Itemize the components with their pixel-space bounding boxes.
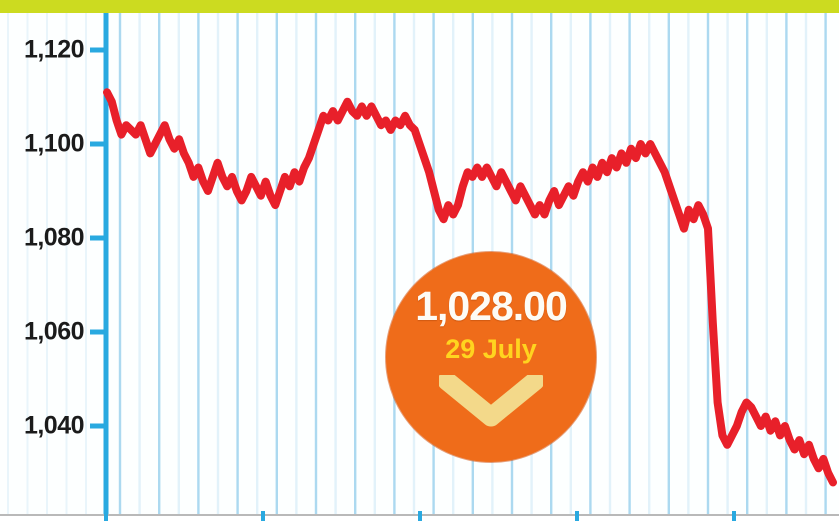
top-banner-bar [0,0,839,13]
y-axis-tick-label: 1,100 [23,129,85,158]
y-axis-tick-label: 1,080 [23,223,85,252]
y-axis-labels: 1,120 1,100 1,080 1,060 1,040 [0,0,92,523]
series-line [103,88,837,487]
y-axis-tick-label: 1,040 [23,411,85,440]
callout-bubble[interactable]: 1,028.00 29 July [386,252,596,462]
y-axis-tick-label: 1,120 [23,35,85,64]
gridlines-faint-left [7,13,87,515]
chevron-down-icon [439,375,543,427]
callout-date: 29 July [445,334,537,364]
y-axis-tick-label: 1,060 [23,317,85,346]
y-axis-ticks [90,47,106,429]
gridlines [118,13,827,515]
x-axis-ticks [104,511,736,521]
callout-value: 1,028.00 [415,283,568,329]
